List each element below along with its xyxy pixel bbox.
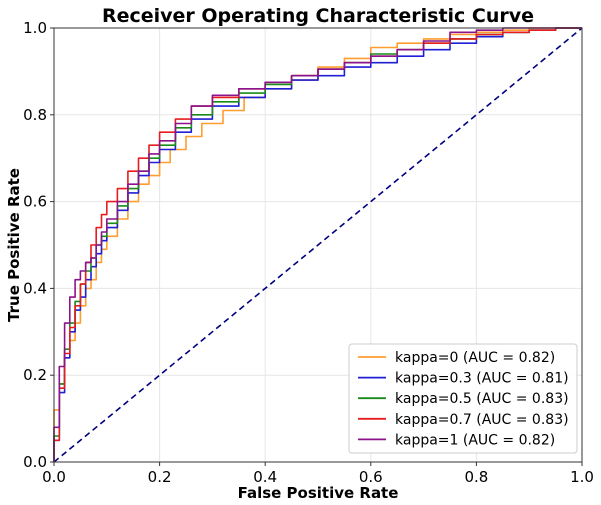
chance-diagonal-line bbox=[53, 27, 583, 463]
x-tick-label: 0.8 bbox=[464, 468, 488, 486]
roc-series-line-0 bbox=[53, 27, 582, 462]
x-tick-label: 0.2 bbox=[148, 468, 172, 486]
ticks: 0.0 0.2 0.4 0.6 0.8 1.0 0.0 0.2 0.4 0.6 0.8 1.0 bbox=[23, 19, 594, 486]
legend-label: kappa=0 (AUC = 0.82) bbox=[395, 350, 555, 366]
y-tick-label: 0.6 bbox=[23, 193, 47, 211]
chart-title: Receiver Operating Characteristic Curve bbox=[102, 5, 534, 27]
legend-box bbox=[348, 343, 578, 454]
y-tick-label: 0.2 bbox=[23, 366, 47, 384]
x-tick-label: 0.4 bbox=[253, 468, 277, 486]
diagonal-layer bbox=[53, 27, 583, 463]
x-axis-label: False Positive Rate bbox=[238, 484, 399, 502]
legend-label: kappa=1 (AUC = 0.82) bbox=[395, 432, 555, 448]
series-layer bbox=[53, 27, 582, 462]
legend: kappa=0 (AUC = 0.82) kappa=0.3 (AUC = 0.8… bbox=[348, 343, 578, 454]
y-tick-label: 0.0 bbox=[23, 453, 47, 471]
roc-series-line-4 bbox=[53, 27, 582, 462]
x-tick-label: 0.6 bbox=[359, 468, 383, 486]
legend-label: kappa=0.7 (AUC = 0.83) bbox=[395, 412, 569, 428]
x-tick-label: 1.0 bbox=[570, 468, 594, 486]
y-tick-label: 0.8 bbox=[23, 106, 47, 124]
y-tick-label: 1.0 bbox=[23, 19, 47, 37]
legend-label: kappa=0.3 (AUC = 0.81) bbox=[395, 371, 569, 387]
y-axis-label: True Positive Rate bbox=[5, 168, 23, 322]
y-tick-label: 0.4 bbox=[23, 279, 47, 297]
legend-label: kappa=0.5 (AUC = 0.83) bbox=[395, 391, 569, 407]
plot-frame bbox=[53, 27, 583, 463]
x-tick-label: 0.0 bbox=[42, 468, 66, 486]
